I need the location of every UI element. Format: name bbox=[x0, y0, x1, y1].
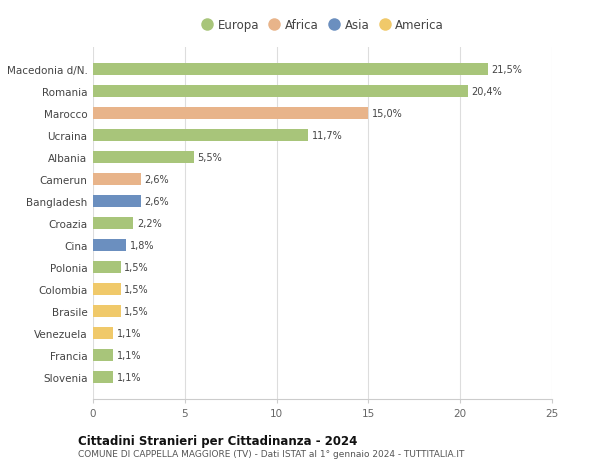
Text: 1,1%: 1,1% bbox=[117, 350, 142, 360]
Text: 2,6%: 2,6% bbox=[145, 197, 169, 207]
Bar bbox=[93, 64, 488, 76]
Text: 5,5%: 5,5% bbox=[197, 153, 223, 163]
Bar bbox=[93, 174, 141, 186]
Bar bbox=[93, 262, 121, 274]
Text: 21,5%: 21,5% bbox=[491, 65, 522, 75]
Text: Cittadini Stranieri per Cittadinanza - 2024: Cittadini Stranieri per Cittadinanza - 2… bbox=[78, 434, 358, 447]
Bar bbox=[93, 327, 113, 340]
Text: 2,6%: 2,6% bbox=[145, 175, 169, 185]
Text: 1,1%: 1,1% bbox=[117, 372, 142, 382]
Text: 11,7%: 11,7% bbox=[311, 131, 342, 141]
Legend: Europa, Africa, Asia, America: Europa, Africa, Asia, America bbox=[201, 19, 444, 32]
Bar bbox=[93, 86, 467, 98]
Bar bbox=[93, 240, 126, 252]
Text: 1,5%: 1,5% bbox=[124, 263, 149, 273]
Text: 1,5%: 1,5% bbox=[124, 285, 149, 295]
Text: 15,0%: 15,0% bbox=[372, 109, 403, 119]
Bar bbox=[93, 196, 141, 208]
Bar bbox=[93, 152, 194, 164]
Bar bbox=[93, 284, 121, 296]
Bar bbox=[93, 218, 133, 230]
Text: 20,4%: 20,4% bbox=[471, 87, 502, 97]
Bar bbox=[93, 306, 121, 318]
Text: 2,2%: 2,2% bbox=[137, 219, 162, 229]
Text: 1,1%: 1,1% bbox=[117, 329, 142, 338]
Bar bbox=[93, 349, 113, 361]
Bar bbox=[93, 108, 368, 120]
Text: 1,8%: 1,8% bbox=[130, 241, 154, 251]
Text: 1,5%: 1,5% bbox=[124, 307, 149, 317]
Bar bbox=[93, 371, 113, 383]
Bar bbox=[93, 130, 308, 142]
Text: COMUNE DI CAPPELLA MAGGIORE (TV) - Dati ISTAT al 1° gennaio 2024 - TUTTITALIA.IT: COMUNE DI CAPPELLA MAGGIORE (TV) - Dati … bbox=[78, 449, 464, 458]
